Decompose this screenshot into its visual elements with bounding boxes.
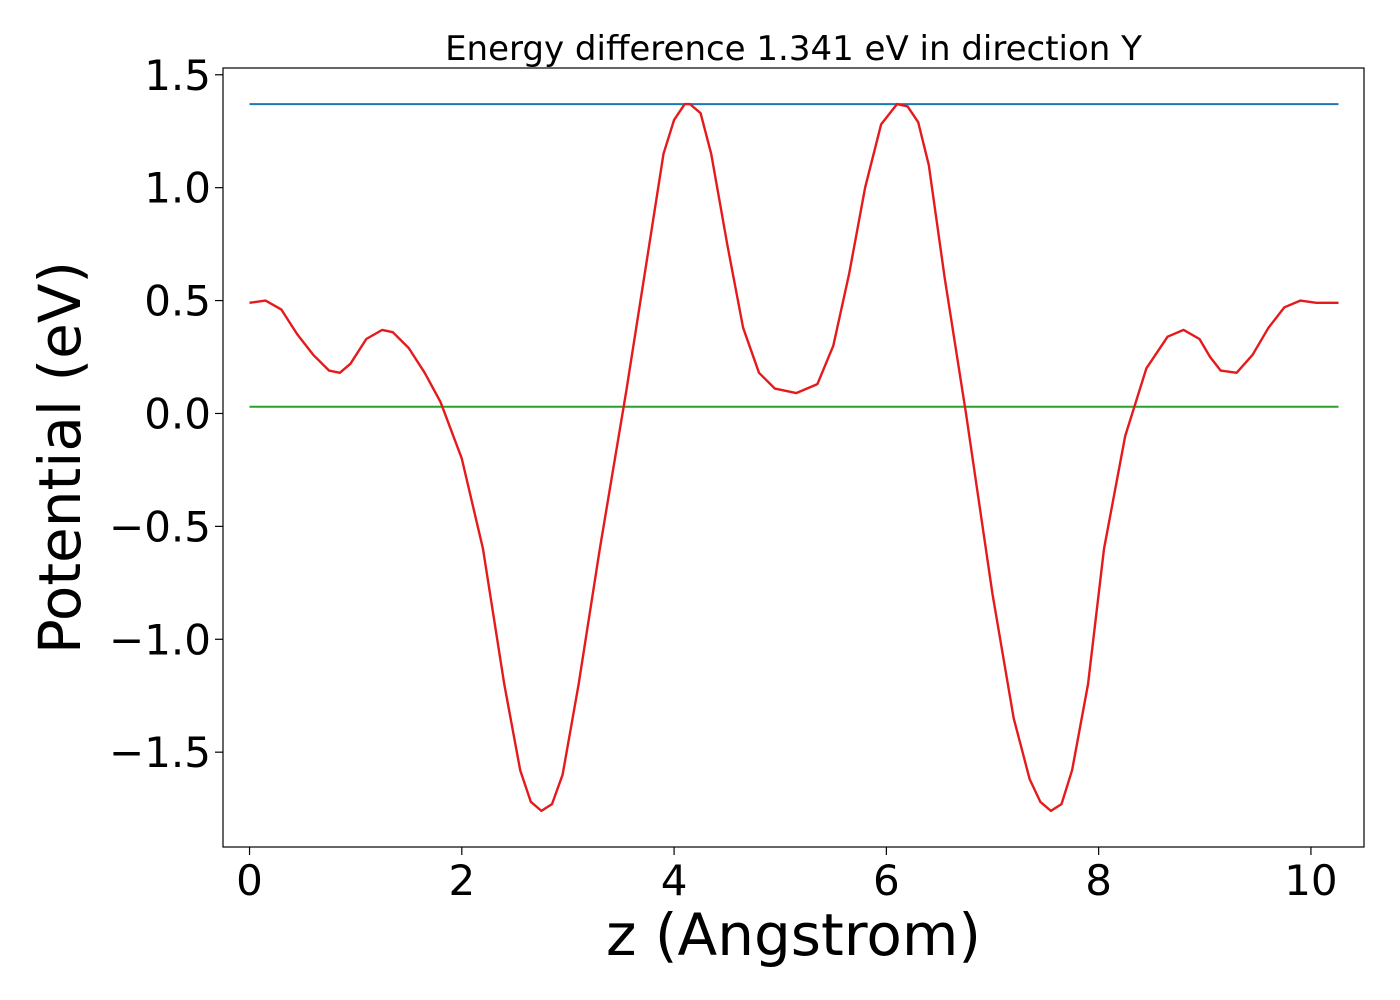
x-axis-label: z (Angstrom) <box>606 901 981 969</box>
y-tick-label: −1.5 <box>109 728 211 777</box>
x-tick-label: 10 <box>1284 856 1337 905</box>
y-tick-label: 0.0 <box>144 389 211 438</box>
y-tick-label: 1.5 <box>144 51 211 100</box>
x-tick-label: 6 <box>873 856 900 905</box>
x-tick-label: 2 <box>448 856 475 905</box>
series-line-3 <box>249 102 1339 813</box>
y-tick-label: 0.5 <box>144 277 211 326</box>
chart-title: Energy difference 1.341 eV in direction … <box>445 29 1142 69</box>
x-tick-label: 4 <box>661 856 688 905</box>
plot-lines <box>249 102 1339 813</box>
y-tick-label: 1.0 <box>144 164 211 213</box>
y-tick-label: −0.5 <box>109 502 211 551</box>
plot-frame <box>222 67 1365 848</box>
x-tick-label: 8 <box>1085 856 1112 905</box>
y-axis-ticks: −1.5 −1.0 −0.5 0.0 0.5 1.0 1.5 <box>109 51 223 777</box>
y-tick-label: −1.0 <box>109 615 211 664</box>
x-tick-label: 0 <box>236 856 263 905</box>
x-axis-ticks: 0 2 4 6 8 10 <box>236 847 1338 905</box>
y-axis-label: Potential (eV) <box>26 261 94 654</box>
